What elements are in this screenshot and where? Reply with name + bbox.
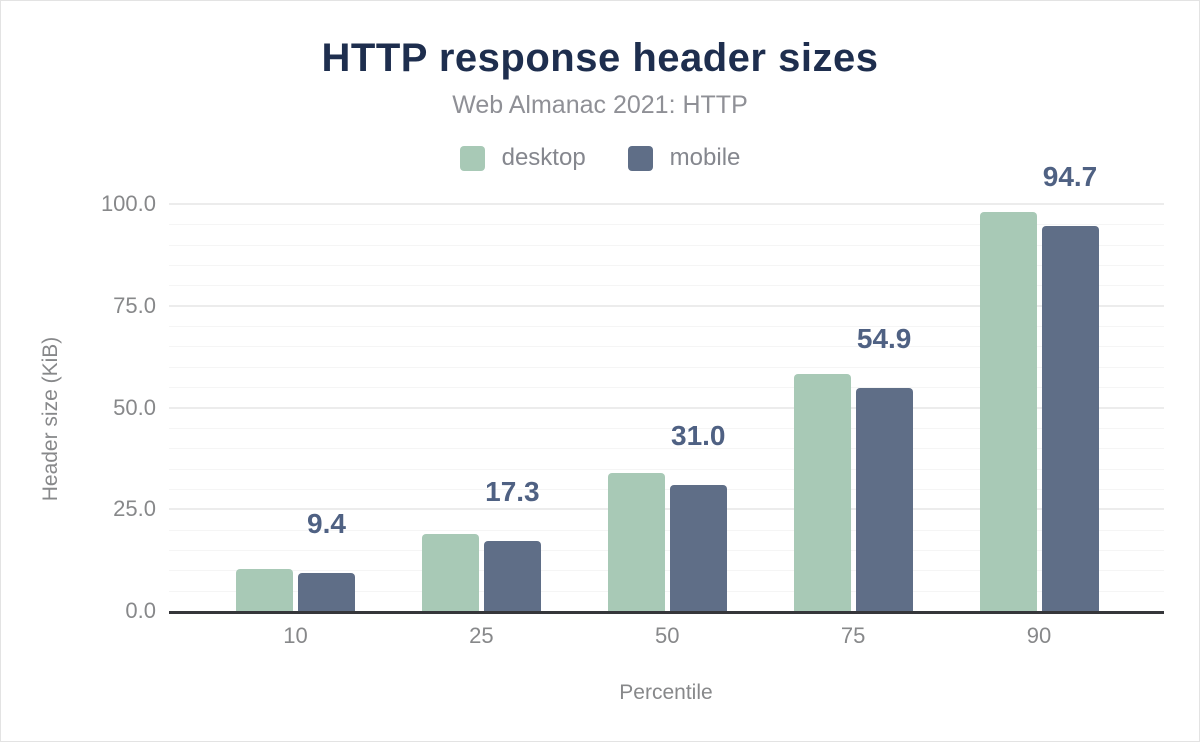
value-label-p50: 31.0 (671, 419, 726, 451)
legend-swatch-mobile-icon (627, 145, 653, 171)
x-axis-title: Percentile (619, 681, 713, 704)
bar-mobile-p25[interactable] (483, 540, 541, 611)
x-tick-50: 50 (655, 623, 680, 648)
bar-mobile-p75[interactable] (855, 387, 913, 611)
y-tick-75.0: 75.0 (113, 292, 156, 318)
major-gridline-100 (169, 203, 1164, 205)
minor-gridline-90 (169, 244, 1164, 246)
minor-gridline-55 (169, 387, 1164, 389)
major-gridline-75 (169, 304, 1164, 307)
y-tick-50.0: 50.0 (113, 394, 156, 420)
minor-gridline-60 (169, 366, 1164, 368)
minor-gridline-30 (169, 488, 1164, 490)
major-gridline-50 (169, 406, 1164, 409)
minor-gridline-20 (169, 529, 1164, 531)
bar-mobile-p50[interactable] (669, 484, 727, 611)
minor-gridline-5 (169, 590, 1164, 592)
x-tick-75: 75 (840, 623, 866, 648)
minor-gridline-65 (169, 346, 1164, 348)
x-axis-line (169, 611, 1164, 614)
chart-subtitle: Web Almanac 2021: HTTP (452, 91, 748, 119)
minor-gridline-35 (169, 468, 1164, 470)
minor-gridline-80 (169, 285, 1164, 287)
x-tick-10: 10 (283, 623, 308, 648)
legend-label-mobile: mobile (669, 144, 741, 171)
minor-gridline-70 (169, 326, 1164, 328)
y-tick-25.0: 25.0 (113, 496, 156, 522)
legend-item-mobile: mobile (627, 144, 741, 172)
minor-gridline-10 (169, 570, 1164, 572)
chart-title: HTTP response header sizes (321, 36, 879, 80)
bar-desktop-p50[interactable] (607, 472, 665, 611)
bar-desktop-p90[interactable] (979, 212, 1037, 611)
x-tick-25: 25 (469, 623, 494, 648)
minor-gridline-15 (169, 549, 1164, 551)
minor-gridline-40 (169, 448, 1164, 450)
bar-desktop-p10[interactable] (236, 568, 293, 611)
value-label-p75: 54.9 (856, 322, 912, 354)
value-label-p10: 9.4 (307, 507, 346, 539)
bar-desktop-p25[interactable] (421, 533, 479, 611)
minor-gridline-85 (169, 265, 1164, 267)
value-label-p25: 17.3 (485, 475, 540, 507)
minor-gridline-95 (169, 224, 1164, 226)
y-tick-100.0: 100.0 (100, 191, 156, 216)
legend-item-desktop: desktop (459, 144, 586, 172)
legend-swatch-desktop-icon (459, 145, 485, 171)
bar-mobile-p10[interactable] (298, 572, 355, 611)
bar-desktop-p75[interactable] (793, 373, 851, 611)
major-gridline-25 (169, 508, 1164, 511)
legend: desktop mobile (1, 144, 1199, 172)
y-tick-0.0: 0.0 (125, 598, 156, 623)
x-tick-90: 90 (1026, 623, 1052, 648)
chart-header: HTTP response header sizes Web Almanac 2… (1, 35, 1199, 172)
value-label-p90: 94.7 (1042, 160, 1098, 192)
legend-label-desktop: desktop (501, 144, 586, 171)
minor-gridline-45 (169, 427, 1164, 429)
bar-mobile-p90[interactable] (1041, 225, 1099, 611)
